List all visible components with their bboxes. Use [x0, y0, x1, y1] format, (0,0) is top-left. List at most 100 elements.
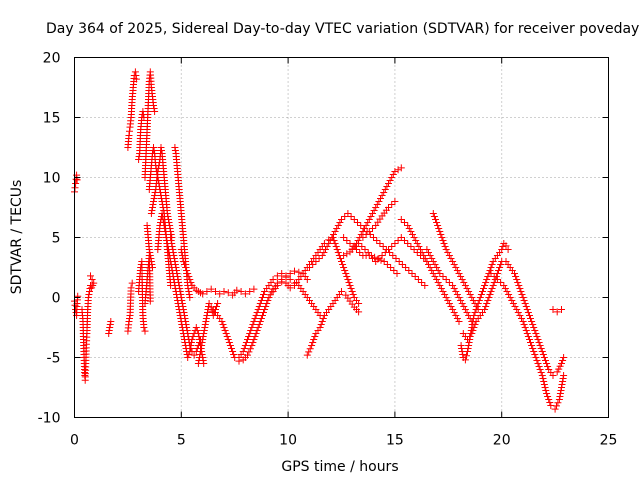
data-point: [432, 216, 439, 223]
data-point: [397, 216, 405, 223]
data-point: [339, 261, 347, 268]
data-point: [397, 234, 405, 241]
data-point: [521, 324, 529, 331]
data-point: [367, 213, 375, 220]
data-point: [556, 390, 564, 397]
data-point: [336, 219, 344, 226]
data-point: [460, 279, 468, 286]
data-point: [349, 291, 357, 298]
data-point: [185, 351, 193, 358]
data-point: [401, 237, 408, 244]
data-point: [468, 294, 476, 301]
data-point: [256, 318, 264, 325]
data-point: [381, 249, 389, 256]
data-point: [182, 264, 190, 271]
data-point: [409, 231, 416, 238]
data-point: [381, 186, 389, 193]
data-point: [543, 390, 551, 397]
data-point: [361, 225, 368, 232]
data-point: [240, 345, 248, 352]
data-point: [463, 352, 470, 360]
data-point: [239, 348, 247, 355]
x-axis-title: GPS time / hours: [281, 459, 398, 475]
data-point: [380, 258, 388, 265]
data-point: [207, 285, 215, 293]
data-point: [213, 303, 220, 310]
data-point: [332, 243, 340, 250]
data-point: [338, 216, 345, 223]
data-point: [553, 402, 560, 410]
data-point: [376, 240, 384, 247]
data-point: [340, 234, 348, 241]
data-point: [150, 102, 157, 109]
data-point: [310, 336, 318, 343]
data-point: [511, 270, 518, 277]
data-point: [259, 294, 266, 301]
data-point: [385, 246, 392, 253]
data-point: [460, 303, 468, 310]
data-point: [490, 279, 498, 286]
data-point: [273, 282, 281, 289]
data-point: [375, 198, 383, 205]
x-tick-label: 5: [177, 433, 186, 449]
data-point: [295, 268, 303, 276]
data-point: [457, 297, 465, 304]
data-point: [469, 327, 477, 334]
data-point: [171, 147, 179, 154]
data-point: [520, 321, 528, 328]
data-point: [449, 306, 457, 313]
data-point: [278, 278, 286, 286]
data-point: [197, 348, 204, 355]
data-point: [489, 282, 497, 289]
data-point: [514, 309, 522, 316]
data-point: [412, 237, 420, 244]
data-point: [127, 284, 135, 292]
data-point: [429, 210, 437, 217]
data-point: [370, 234, 377, 241]
data-point: [184, 285, 192, 292]
data-point: [395, 258, 403, 265]
data-point: [362, 231, 370, 238]
data-point: [183, 324, 191, 331]
y-tick-label: -10: [38, 411, 61, 427]
data-point: [485, 294, 493, 301]
data-point: [343, 273, 351, 280]
data-point: [199, 290, 207, 298]
data-point: [487, 270, 495, 277]
data-point: [219, 321, 227, 328]
data-point: [533, 357, 541, 364]
data-point: [512, 273, 520, 280]
data-point: [356, 249, 364, 256]
data-point: [200, 330, 208, 337]
data-point: [503, 288, 511, 295]
data-point: [181, 261, 188, 268]
data-point: [338, 258, 345, 265]
data-point: [252, 312, 260, 319]
data-point: [477, 291, 485, 298]
data-point: [484, 273, 492, 280]
data-point: [251, 333, 259, 340]
data-point: [391, 198, 399, 205]
data-point: [433, 264, 441, 271]
data-point: [167, 234, 175, 241]
data-point: [346, 282, 354, 289]
data-point: [425, 249, 432, 256]
data-point: [205, 300, 213, 307]
data-point: [461, 356, 469, 364]
data-point: [481, 282, 489, 289]
data-point: [106, 324, 114, 331]
data-point: [393, 270, 401, 277]
data-point: [326, 237, 334, 244]
data-point: [430, 213, 438, 220]
data-point: [330, 231, 337, 238]
data-point: [175, 279, 183, 286]
data-point: [305, 348, 313, 356]
data-point: [323, 243, 331, 250]
data-point: [331, 228, 339, 235]
data-point: [434, 222, 442, 229]
data-point: [437, 285, 445, 292]
data-point: [254, 324, 262, 331]
data-point: [436, 228, 444, 235]
data-point: [379, 243, 387, 250]
